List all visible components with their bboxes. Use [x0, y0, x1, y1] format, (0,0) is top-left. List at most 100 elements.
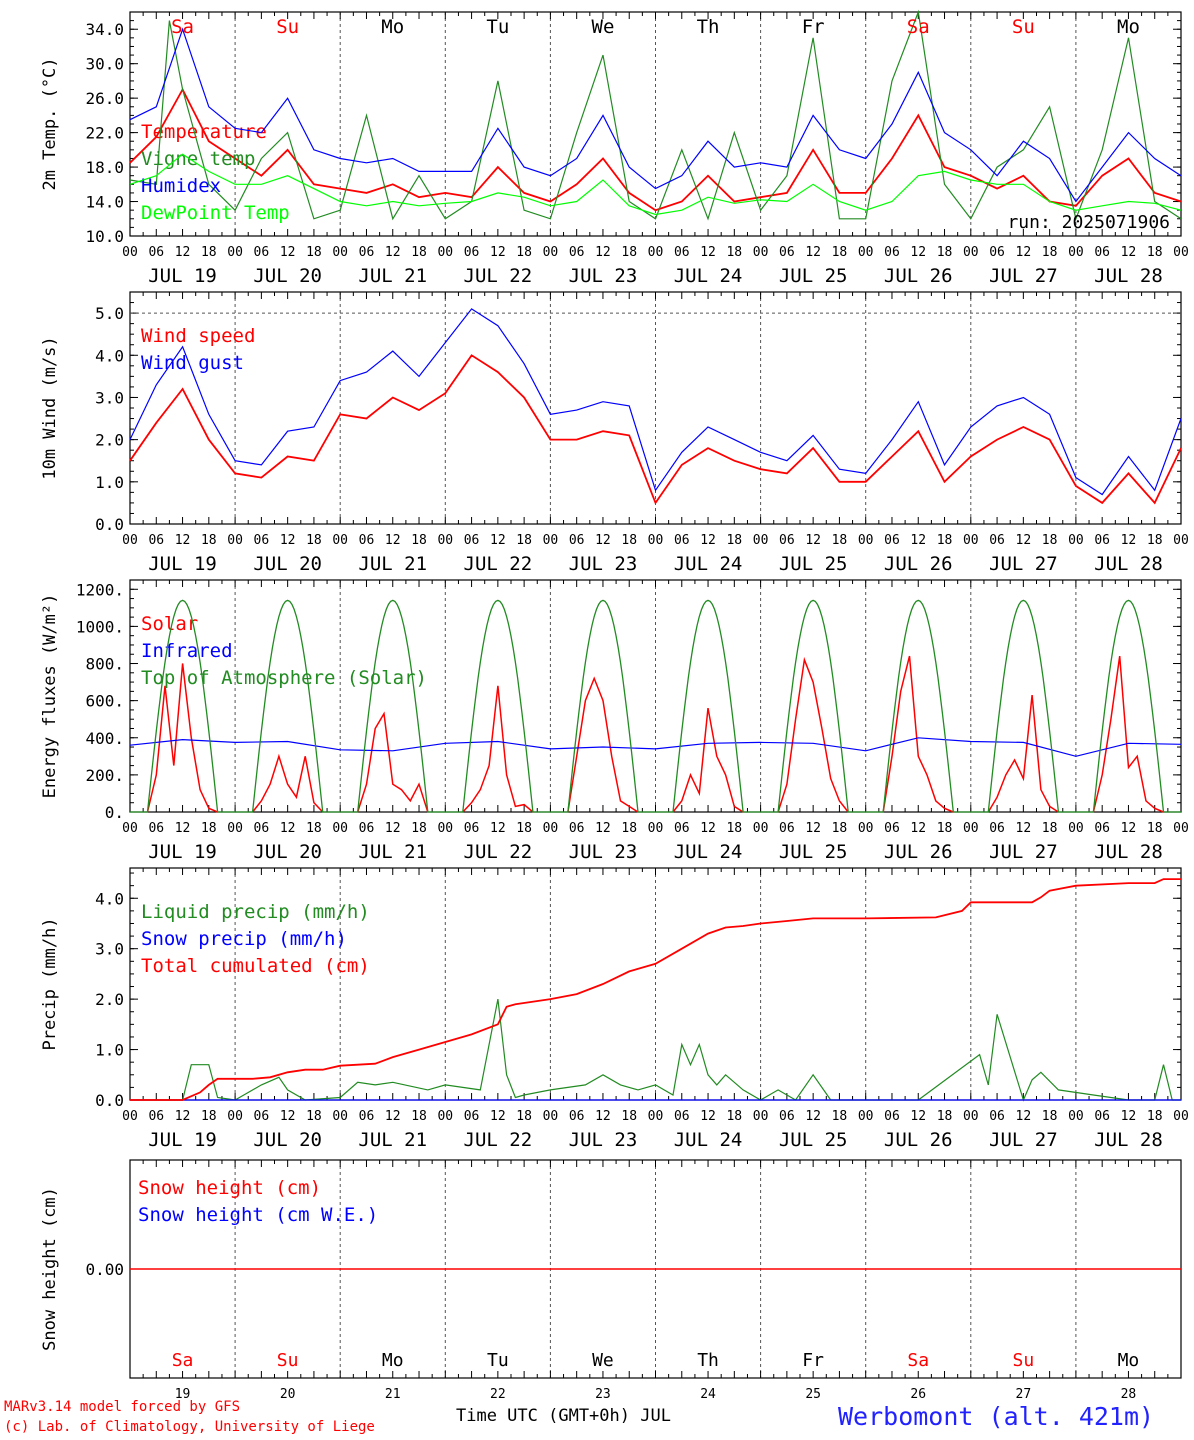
x-hour-label: 18: [726, 1109, 742, 1124]
x-hour-label: 00: [753, 821, 769, 836]
x-hour-label: 06: [989, 821, 1005, 836]
x-date-label: JUL 21: [358, 1129, 427, 1151]
x-date-label: JUL 26: [884, 553, 953, 575]
x-hour-label: 18: [621, 533, 637, 548]
day-of-week-label: Fr: [802, 16, 825, 38]
legend-liquid-precip-mm-h-: Liquid precip (mm/h): [141, 901, 370, 923]
x-hour-label: 12: [280, 533, 296, 548]
x-hour-label: 06: [779, 821, 795, 836]
x-date-label: JUL 25: [779, 841, 848, 863]
x-hour-label: 12: [490, 245, 506, 260]
x-hour-label: 06: [1094, 1109, 1110, 1124]
day-number-label: 22: [490, 1387, 506, 1402]
x-hour-label: 00: [543, 533, 559, 548]
x-hour-label: 00: [963, 1109, 979, 1124]
x-axis-label: Time UTC (GMT+0h) JUL: [456, 1406, 671, 1426]
legend-dewpoint-temp: DewPoint Temp: [141, 202, 290, 224]
x-hour-label: 06: [148, 533, 164, 548]
x-hour-label: 18: [937, 245, 953, 260]
x-hour-label: 00: [122, 821, 138, 836]
x-date-label: JUL 20: [253, 265, 322, 287]
x-hour-label: 06: [148, 245, 164, 260]
x-date-label: JUL 21: [358, 265, 427, 287]
x-hour-label: 12: [175, 533, 191, 548]
y-tick-label: 30.0: [85, 55, 124, 74]
x-hour-label: 12: [1121, 245, 1137, 260]
x-hour-label: 18: [832, 533, 848, 548]
x-hour-label: 00: [122, 533, 138, 548]
series-solar: [987, 695, 1059, 813]
x-date-label: JUL 22: [464, 1129, 533, 1151]
x-hour-label: 12: [805, 533, 821, 548]
day-of-week-label: Su: [1012, 16, 1035, 38]
x-date-label: JUL 22: [464, 265, 533, 287]
x-hour-label: 06: [674, 245, 690, 260]
x-hour-label: 06: [884, 245, 900, 260]
x-hour-label: 00: [437, 245, 453, 260]
legend-top-of-atmosphere-solar-: Top of Atmosphere (Solar): [141, 667, 427, 689]
x-date-label: JUL 21: [358, 553, 427, 575]
x-hour-label: 06: [359, 821, 375, 836]
day-of-week-label: Th: [697, 1350, 719, 1371]
x-hour-label: 12: [1016, 533, 1032, 548]
day-of-week-label: We: [592, 16, 615, 38]
x-hour-label: 18: [726, 533, 742, 548]
x-hour-label: 06: [359, 1109, 375, 1124]
x-hour-label: 00: [1173, 533, 1189, 548]
x-hour-label: 06: [674, 1109, 690, 1124]
y-tick-label: 34.0: [85, 20, 124, 39]
x-hour-label: 12: [280, 1109, 296, 1124]
x-hour-label: 00: [753, 1109, 769, 1124]
day-of-week-label: Th: [697, 16, 720, 38]
x-hour-label: 18: [516, 245, 532, 260]
x-hour-label: 18: [832, 821, 848, 836]
run-annotation: run: 2025071906: [1007, 212, 1170, 233]
x-hour-label: 18: [832, 245, 848, 260]
y-tick-label: 2.0: [95, 990, 124, 1009]
y-tick-label: 0.0: [95, 515, 124, 534]
x-hour-label: 00: [1068, 1109, 1084, 1124]
x-hour-label: 12: [700, 821, 716, 836]
y-axis-label: 2m Temp. (°C): [40, 57, 60, 190]
x-hour-label: 00: [753, 245, 769, 260]
y-tick-label: 18.0: [85, 158, 124, 177]
x-hour-label: 06: [569, 1109, 585, 1124]
x-hour-label: 06: [1094, 533, 1110, 548]
x-hour-label: 12: [700, 533, 716, 548]
series-top-of-atmosphere-solar-: [655, 599, 761, 813]
x-date-label: JUL 26: [884, 1129, 953, 1151]
model-credit: MARv3.14 model forced by GFS: [4, 1399, 241, 1415]
y-tick-label: 0.: [105, 803, 124, 822]
x-hour-label: 00: [332, 245, 348, 260]
day-of-week-label: Su: [1013, 1350, 1035, 1371]
day-of-week-label: We: [592, 1350, 614, 1371]
x-hour-label: 06: [359, 245, 375, 260]
day-number-label: 27: [1016, 1387, 1032, 1402]
x-hour-label: 12: [1121, 533, 1137, 548]
series-solar: [462, 685, 534, 813]
legend-infrared: Infrared: [141, 640, 233, 662]
x-date-label: JUL 22: [464, 553, 533, 575]
y-tick-label: 1.0: [95, 473, 124, 492]
legend-temperature: Temperature: [141, 121, 267, 143]
x-hour-label: 12: [595, 821, 611, 836]
x-hour-label: 06: [148, 821, 164, 836]
series-dewpoint-temp: [129, 153, 1182, 216]
x-hour-label: 06: [569, 245, 585, 260]
y-tick-label: 4.0: [95, 889, 124, 908]
x-hour-label: 00: [543, 821, 559, 836]
x-hour-label: 12: [175, 1109, 191, 1124]
day-of-week-label: Fr: [802, 1350, 824, 1371]
x-hour-label: 00: [648, 821, 664, 836]
x-hour-label: 00: [543, 245, 559, 260]
day-number-label: 23: [595, 1387, 611, 1402]
x-hour-label: 18: [411, 245, 427, 260]
x-hour-label: 18: [1147, 1109, 1163, 1124]
y-tick-label: 14.0: [85, 193, 124, 212]
x-hour-label: 06: [464, 533, 480, 548]
x-hour-label: 18: [937, 533, 953, 548]
x-hour-label: 00: [648, 1109, 664, 1124]
day-of-week-label: Mo: [1117, 16, 1140, 38]
x-hour-label: 00: [753, 533, 769, 548]
x-hour-label: 18: [1147, 821, 1163, 836]
